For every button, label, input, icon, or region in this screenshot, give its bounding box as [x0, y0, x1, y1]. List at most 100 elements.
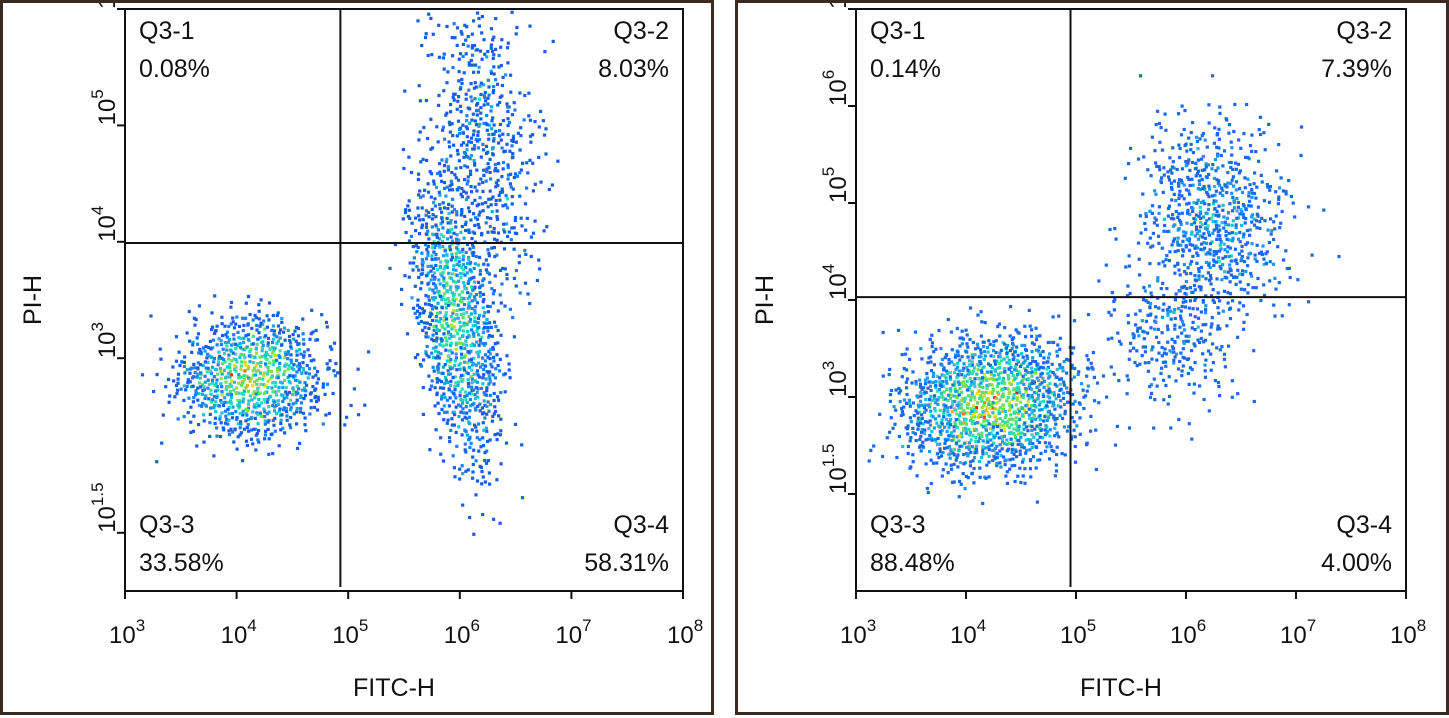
event-point: [226, 408, 230, 412]
event-point: [1232, 199, 1236, 203]
event-point: [972, 466, 976, 471]
event-point: [492, 237, 497, 241]
event-point: [501, 266, 505, 271]
event-point: [1022, 393, 1026, 397]
event-point: [1038, 423, 1042, 427]
event-point: [1177, 178, 1182, 182]
event-point: [1219, 267, 1223, 271]
event-point: [483, 392, 487, 397]
event-point: [966, 355, 970, 359]
event-point: [174, 359, 179, 363]
event-point: [923, 428, 927, 432]
event-point: [442, 52, 446, 56]
event-point: [443, 396, 447, 400]
event-point: [241, 400, 245, 404]
event-point: [473, 406, 477, 410]
event-point: [932, 397, 936, 401]
event-point: [995, 384, 999, 388]
event-point: [478, 84, 482, 88]
event-point: [1220, 345, 1224, 349]
event-point: [1031, 356, 1035, 360]
event-point: [987, 362, 991, 366]
event-point: [308, 354, 312, 358]
event-point: [1173, 355, 1177, 359]
event-point: [1037, 345, 1042, 349]
event-point: [213, 331, 217, 335]
event-point: [499, 45, 503, 49]
event-point: [1196, 158, 1200, 162]
event-point: [964, 417, 968, 422]
event-point: [447, 145, 452, 149]
event-point: [1015, 429, 1019, 433]
event-point: [935, 443, 940, 447]
event-point: [1136, 326, 1140, 331]
event-point: [1003, 442, 1007, 446]
event-point: [196, 386, 200, 390]
event-point: [472, 334, 476, 338]
event-point: [1051, 371, 1055, 375]
event-point: [953, 355, 957, 359]
x-tick-label: 108: [667, 616, 703, 649]
event-point: [420, 307, 424, 311]
event-point: [1218, 265, 1222, 269]
event-point: [995, 444, 999, 448]
event-point: [1176, 249, 1180, 253]
event-point: [450, 239, 454, 243]
event-point: [470, 299, 474, 303]
event-point: [940, 474, 944, 478]
event-point: [1211, 258, 1216, 262]
event-point: [1216, 152, 1220, 156]
event-point: [972, 407, 976, 411]
event-point: [1015, 438, 1019, 442]
event-point: [253, 355, 257, 359]
event-point: [482, 173, 486, 177]
event-point: [902, 367, 906, 371]
x-tick-label: 107: [555, 616, 591, 649]
event-point: [1021, 457, 1025, 461]
event-point: [1167, 375, 1171, 379]
event-point: [1070, 416, 1074, 420]
event-point: [492, 517, 496, 521]
event-point: [992, 354, 996, 358]
event-point: [967, 445, 971, 449]
event-point: [512, 276, 516, 280]
event-point: [310, 308, 314, 312]
event-point: [475, 217, 480, 221]
event-point: [199, 350, 203, 354]
event-point: [431, 274, 435, 278]
event-point: [482, 321, 486, 325]
event-point: [241, 329, 245, 333]
event-point: [1042, 385, 1046, 389]
event-point: [513, 422, 518, 426]
event-point: [948, 377, 952, 381]
event-point: [931, 461, 936, 465]
event-point: [470, 44, 475, 48]
event-point: [451, 454, 455, 458]
event-point: [253, 373, 258, 377]
event-point: [918, 378, 922, 382]
event-point: [1129, 146, 1133, 150]
event-point: [434, 263, 438, 268]
event-point: [1157, 241, 1161, 245]
event-point: [467, 280, 471, 284]
event-point: [460, 250, 464, 254]
event-point: [1153, 189, 1157, 193]
event-point: [448, 248, 453, 252]
event-point: [239, 383, 243, 387]
y-tick-label: 103: [819, 361, 852, 397]
event-point: [528, 118, 532, 122]
event-point: [1205, 175, 1209, 180]
event-point: [1209, 276, 1213, 281]
event-point: [257, 317, 261, 321]
event-point: [453, 359, 457, 363]
event-point: [1257, 251, 1262, 255]
event-point: [448, 343, 452, 347]
event-point: [478, 437, 482, 442]
event-point: [1202, 232, 1206, 236]
event-point: [278, 328, 283, 332]
event-point: [477, 316, 481, 321]
event-point: [981, 452, 985, 456]
event-point: [911, 426, 915, 430]
event-point: [1097, 279, 1101, 283]
event-point: [999, 465, 1003, 469]
